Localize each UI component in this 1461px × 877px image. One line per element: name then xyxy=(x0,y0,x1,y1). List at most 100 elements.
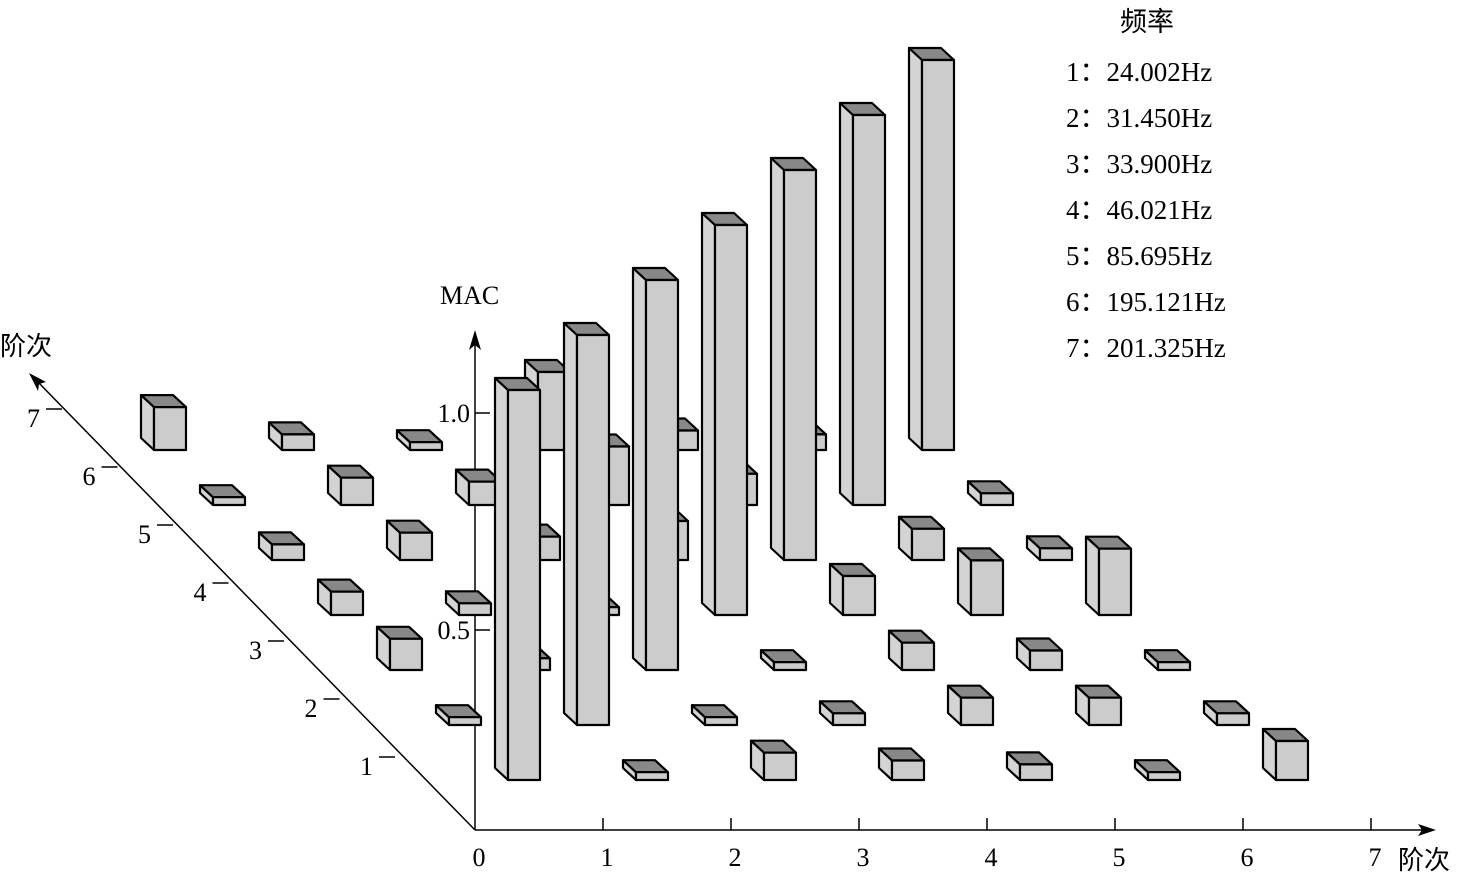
mac-bar xyxy=(1143,649,1192,672)
x-tick-label: 7 xyxy=(1369,843,1382,871)
bar-front-face xyxy=(1028,649,1064,672)
mac-bar xyxy=(1084,535,1133,617)
bar-front-face xyxy=(910,527,946,562)
depth-axis xyxy=(35,379,476,831)
x-tick-label: 6 xyxy=(1241,843,1254,871)
legend-item: 7：201.325Hz xyxy=(1066,333,1226,363)
bar-front-face xyxy=(1156,661,1192,672)
bar-front-face xyxy=(1087,696,1123,727)
mac-bar xyxy=(257,531,306,562)
x-tick-label: 2 xyxy=(729,843,742,871)
bar-front-face xyxy=(851,113,887,507)
bar-front-face xyxy=(388,637,424,672)
bar-side-face xyxy=(562,321,579,727)
x-axis-arrow xyxy=(1418,824,1436,836)
z-axis-arrow xyxy=(469,330,481,350)
bar-front-face xyxy=(890,759,926,782)
mac-bar xyxy=(946,684,995,727)
bar-front-face xyxy=(339,476,375,507)
mac-bar xyxy=(385,519,434,562)
bar-front-face xyxy=(1215,712,1251,727)
depth-tick-label: 2 xyxy=(305,694,318,723)
bar-side-face xyxy=(493,376,510,782)
bar-side-face xyxy=(838,101,855,507)
x-tick-label: 3 xyxy=(857,843,870,871)
bar-front-face xyxy=(772,661,808,672)
mac-bar xyxy=(1202,700,1251,727)
bar-front-face xyxy=(1097,547,1133,617)
depth-axis-arrow xyxy=(29,373,46,391)
x-tick-label: 5 xyxy=(1113,843,1126,871)
mac-bar xyxy=(198,484,247,507)
mac-bar xyxy=(434,704,483,727)
bar-front-face xyxy=(841,574,877,617)
bar-front-face xyxy=(211,496,247,507)
legend-title: 频率 xyxy=(1120,7,1174,37)
bar-front-face xyxy=(1038,547,1074,562)
bar-front-face xyxy=(1018,763,1054,782)
legend-item: 1：24.002Hz xyxy=(1066,57,1213,87)
bar-side-face xyxy=(631,266,648,672)
mac-bar xyxy=(1133,759,1182,782)
mac-bar xyxy=(749,739,798,782)
bar-front-face xyxy=(782,168,818,562)
mac-bar xyxy=(897,515,946,562)
x-tick-label: 1 xyxy=(601,843,614,871)
bar-front-face xyxy=(575,333,611,727)
bar-side-face xyxy=(700,211,717,617)
bar-front-face xyxy=(506,388,542,782)
mac-bar xyxy=(700,211,749,617)
bar-front-face xyxy=(713,223,749,617)
depth-tick-label: 6 xyxy=(83,462,96,491)
bar-front-face xyxy=(398,531,434,562)
depth-tick-label: 3 xyxy=(249,636,262,665)
bar-side-face xyxy=(907,46,924,452)
bar-front-face xyxy=(280,433,316,452)
mac-bar xyxy=(375,625,424,672)
mac-bar xyxy=(1015,637,1064,672)
bar-front-face xyxy=(762,751,798,782)
bar-front-face xyxy=(1274,739,1310,782)
bar-front-face xyxy=(979,492,1015,507)
mac-bar xyxy=(1074,684,1123,727)
bar-front-face xyxy=(408,441,444,452)
z-axis-label: MAC xyxy=(440,281,500,310)
legend-item: 6：195.121Hz xyxy=(1066,287,1226,317)
mac-bar xyxy=(267,421,316,452)
mac-bar xyxy=(759,649,808,672)
mac-bar xyxy=(769,156,818,562)
mac-bar xyxy=(454,468,503,507)
mac-bar xyxy=(139,394,188,452)
x-tick-label: 4 xyxy=(985,843,998,871)
bar-front-face xyxy=(457,602,493,617)
legend-item: 4：46.021Hz xyxy=(1066,195,1213,225)
bar-front-face xyxy=(329,590,365,617)
legend-item: 2：31.450Hz xyxy=(1066,103,1213,133)
bar-front-face xyxy=(270,543,306,562)
mac-bar xyxy=(1005,751,1054,782)
bar-front-face xyxy=(900,641,936,672)
mac-bar xyxy=(838,101,887,507)
z-tick-label: 1.0 xyxy=(438,399,471,428)
mac-bar xyxy=(621,759,670,782)
mac-bar xyxy=(1025,535,1074,562)
mac-bar xyxy=(562,321,611,727)
bar-front-face xyxy=(634,771,670,782)
bar-front-face xyxy=(831,712,867,727)
bar-front-face xyxy=(703,716,739,727)
bar-front-face xyxy=(644,278,680,672)
mac-bar xyxy=(690,704,739,727)
mac-bar xyxy=(956,547,1005,617)
x-tick-label: 0 xyxy=(473,843,486,871)
mac-bar xyxy=(444,590,493,617)
mac-bar xyxy=(966,480,1015,507)
depth-tick-label: 1 xyxy=(360,752,373,781)
x-axis-label: 阶次 xyxy=(1398,846,1451,875)
mac-bar xyxy=(818,700,867,727)
mac-bar xyxy=(316,578,365,617)
mac-bar xyxy=(1261,727,1310,782)
mac-bar xyxy=(887,629,936,672)
legend-item: 5：85.695Hz xyxy=(1066,241,1213,271)
z-tick-label: 0.5 xyxy=(438,616,471,645)
